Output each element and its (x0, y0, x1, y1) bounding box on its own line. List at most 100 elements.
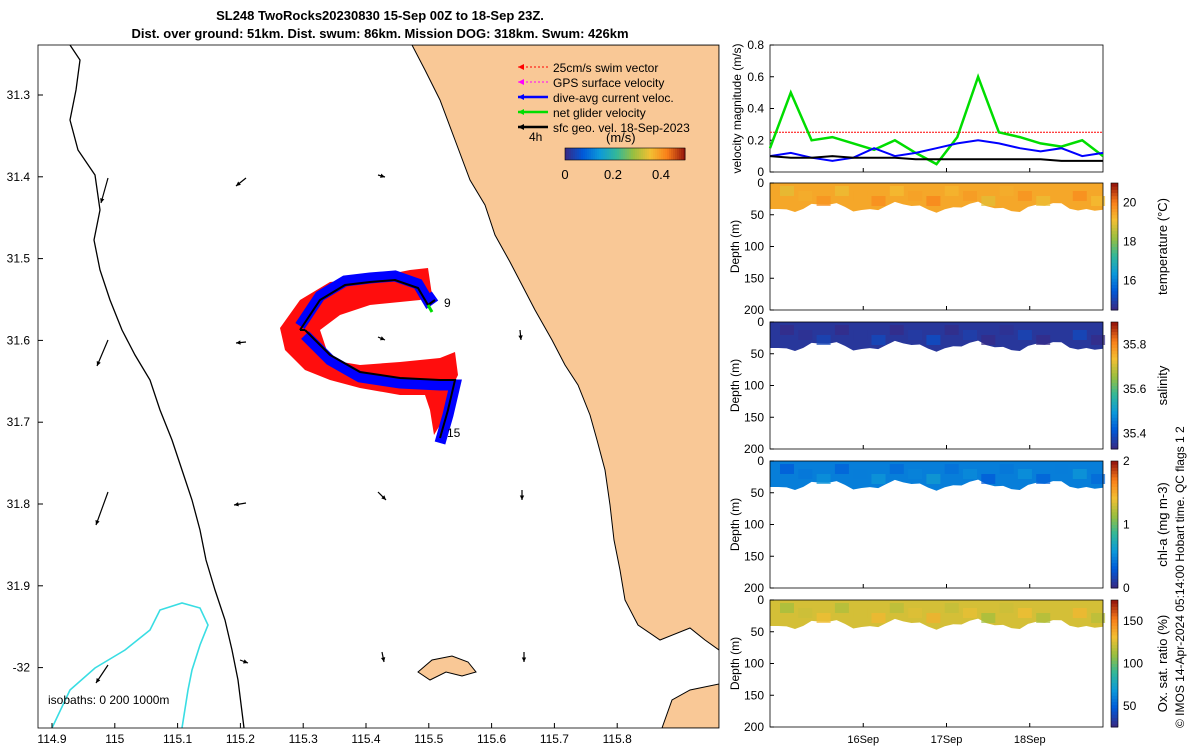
section-colorbar-cell (1111, 259, 1118, 263)
section-colorbar-cell (1111, 685, 1118, 690)
section-colorbar-tick: 35.6 (1123, 382, 1147, 396)
section-colorbar-cell (1111, 612, 1118, 617)
section-colorbar-cell (1111, 236, 1118, 241)
geo-arrow-head (236, 181, 241, 186)
section-data-patch (1072, 191, 1087, 201)
section-colorbar-cell (1111, 221, 1118, 225)
section-colorbar-cell (1111, 553, 1118, 557)
section-data-patch (780, 186, 794, 196)
section-ytick-label: 150 (744, 549, 764, 563)
section-colorbar-cell (1111, 609, 1118, 614)
section-data-patch (963, 330, 977, 340)
section-colorbar-cell (1111, 265, 1118, 270)
map-ytick-label: 31.3 (7, 88, 31, 102)
section-colorbar-cell (1111, 666, 1118, 671)
velocity-ytick-label: 0 (757, 165, 764, 179)
section-data-patch (798, 608, 813, 618)
section-ytick-label: 0 (757, 176, 764, 190)
section-data-patch (908, 330, 923, 340)
section-colorbar-cell (1111, 375, 1118, 380)
section-colorbar-cell (1111, 534, 1118, 538)
map-colorbar-cell (655, 148, 658, 160)
section-colorbar-frame (1110, 321, 1119, 450)
section-colorbar-cell (1111, 388, 1118, 393)
section-data-patch (1017, 608, 1032, 618)
section-data-patch (780, 603, 794, 613)
section-data-patch (981, 613, 996, 623)
section-colorbar-cell (1111, 325, 1118, 329)
map-colorbar-cell (635, 148, 638, 160)
section-colorbar-cell (1111, 650, 1118, 655)
section-colorbar-cell (1111, 625, 1118, 630)
map-colorbar-cell (591, 148, 594, 160)
chart-title-line2: Dist. over ground: 51km. Dist. swum: 86k… (131, 26, 629, 41)
section-data-patch (1017, 191, 1032, 201)
map-colorbar-cell (579, 148, 582, 160)
map-colorbar-cell (607, 148, 610, 160)
section-data-patch (871, 196, 886, 206)
velocity-series-net-glider-velocity (768, 73, 1104, 166)
section-colorbar-cell (1111, 243, 1118, 247)
section-ylabel: Depth (m) (728, 498, 742, 551)
section-ytick-label: 100 (744, 657, 764, 671)
map-xtick-label: 115.3 (289, 732, 318, 746)
velocity-ytick-label: 0.6 (747, 70, 764, 84)
map-ytick-label: -32 (13, 661, 31, 675)
section-colorbar-cell (1111, 322, 1118, 326)
map-colorbar-cell (613, 148, 616, 160)
glider-track-map: 114.9 115 115.1 115.2 115.3 115.4 115.5 115.6 11… (7, 44, 720, 746)
section-data-patch (798, 191, 813, 201)
map-xtick-label: 115.5 (414, 732, 443, 746)
section-colorbar-tick: 16 (1123, 274, 1137, 288)
section-data-patch (926, 196, 941, 206)
section-colorbar-frame (1110, 599, 1119, 728)
section-data-patch (963, 608, 977, 618)
section-colorbar-cell (1111, 638, 1118, 642)
section-colorbar-label: Ox. sat. ratio (%) (1155, 615, 1170, 713)
section-colorbar-cell (1111, 208, 1118, 213)
section-colorbar-cell (1111, 657, 1118, 661)
section-colorbar-cell (1111, 695, 1118, 699)
section-colorbar-cell (1111, 366, 1118, 371)
map-colorbar-cell (615, 148, 618, 160)
section-colorbar-cell (1111, 673, 1118, 677)
section-data-patch (1054, 325, 1069, 335)
section-colorbar-cell (1111, 256, 1118, 260)
map-colorbar-cell (669, 148, 672, 160)
section-data-patch (780, 464, 794, 474)
section-colorbar-cell (1111, 575, 1118, 579)
section-colorbar-cell (1111, 417, 1118, 421)
map-colorbar-cell (657, 148, 660, 160)
section-data-patch (1072, 469, 1087, 479)
section-data-patch (780, 325, 794, 335)
section-data-patch (963, 469, 977, 479)
map-colorbar-cell (585, 148, 588, 160)
map-colorbar-cell (681, 148, 684, 160)
current-band-south (301, 331, 462, 445)
map-colorbar-cell (621, 148, 624, 160)
section-colorbar-cell (1111, 341, 1118, 345)
geo-arrow-head (236, 340, 241, 345)
velocity-ylabel: velocity magnitude (m/s) (730, 43, 744, 173)
section-colorbar-tick: 35.4 (1123, 426, 1147, 440)
section-colorbar-cell (1111, 271, 1118, 276)
map-colorbar-cell (605, 148, 608, 160)
section-data-patch (1072, 330, 1087, 340)
section-data-patch (926, 474, 941, 484)
land-southern (661, 683, 719, 728)
section-data-patch (1072, 608, 1087, 618)
section-ytick-label: 0 (757, 454, 764, 468)
section-colorbar-cell (1111, 350, 1118, 355)
section-colorbar-cell (1111, 631, 1118, 636)
section-colorbar-cell (1111, 198, 1118, 203)
section-colorbar-cell (1111, 543, 1118, 548)
section-colorbar-cell (1111, 426, 1118, 431)
section-ytick-label: 100 (744, 379, 764, 393)
section-colorbar-cell (1111, 499, 1118, 503)
isobath-0m (69, 45, 245, 728)
map-xtick-label: 115.4 (351, 732, 380, 746)
geo-arrow-head (96, 678, 101, 683)
section-colorbar-cell (1111, 565, 1118, 570)
geo-arrow (95, 491, 109, 526)
